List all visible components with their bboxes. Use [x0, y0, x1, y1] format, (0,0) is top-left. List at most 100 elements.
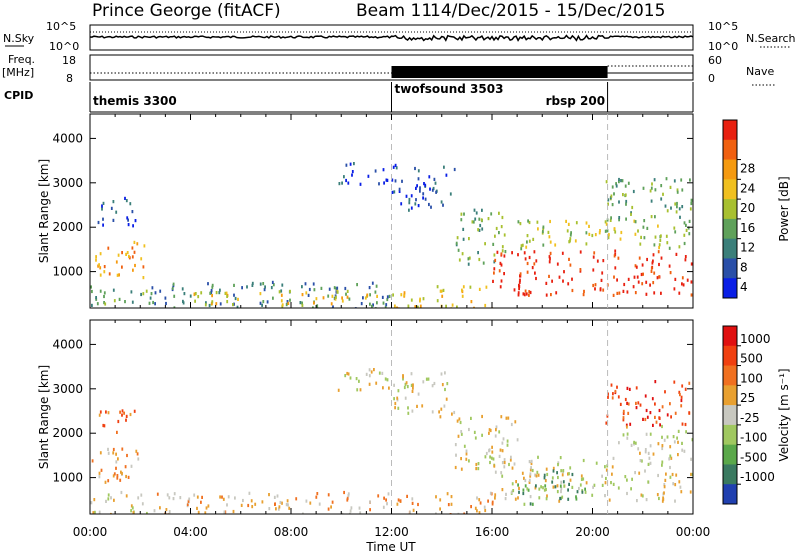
range-gate-cell — [569, 478, 572, 482]
ytick-label: 1000 — [52, 471, 83, 485]
range-gate-cell — [382, 386, 384, 390]
range-gate-cell — [530, 461, 533, 466]
range-gate-cell — [546, 472, 549, 477]
range-gate-cell — [585, 481, 588, 485]
range-gate-cell — [440, 407, 443, 411]
range-gate-cell — [478, 511, 481, 514]
range-gate-cell — [427, 377, 430, 381]
range-gate-cell — [613, 192, 615, 196]
range-gate-cell — [475, 462, 478, 467]
colorbar-tick-label: 4 — [740, 280, 748, 294]
range-gate-cell — [654, 402, 656, 406]
range-gate-cell — [493, 253, 496, 257]
range-gate-cell — [673, 440, 676, 444]
range-gate-cell — [412, 386, 414, 390]
range-gate-cell — [645, 498, 648, 502]
range-gate-cell — [588, 224, 590, 228]
range-gate-cell — [571, 288, 574, 293]
range-gate-cell — [680, 490, 683, 494]
range-gate-cell — [501, 461, 504, 465]
range-gate-cell — [250, 499, 253, 503]
range-gate-cell — [505, 416, 508, 420]
range-gate-cell — [343, 490, 345, 495]
range-gate-cell — [103, 424, 106, 428]
colorbar-tick-label: -100 — [740, 431, 767, 445]
range-gate-cell — [105, 410, 107, 414]
range-gate-cell — [307, 293, 310, 297]
range-gate-cell — [517, 291, 520, 295]
range-gate-cell — [233, 293, 235, 297]
range-gate-cell — [234, 296, 237, 301]
range-gate-cell — [484, 508, 487, 513]
range-gate-cell — [506, 439, 509, 443]
range-gate-cell — [606, 229, 609, 233]
range-gate-cell — [649, 461, 652, 465]
range-gate-cell — [542, 225, 545, 229]
range-gate-cell — [131, 255, 134, 259]
range-gate-cell — [548, 235, 551, 239]
range-gate-cell — [674, 277, 677, 281]
nsky-tick-bottom: 10^0 — [49, 40, 79, 53]
range-gate-cell — [333, 286, 336, 290]
range-gate-cell — [647, 451, 650, 455]
range-gate-cell — [621, 179, 624, 183]
range-gate-cell — [461, 252, 464, 256]
range-gate-cell — [626, 491, 628, 496]
range-gate-cell — [107, 497, 110, 501]
range-gate-cell — [478, 228, 481, 232]
range-gate-cell — [501, 449, 504, 453]
range-gate-cell — [615, 184, 618, 188]
range-gate-cell — [453, 410, 456, 415]
range-gate-cell — [117, 419, 120, 424]
range-gate-cell — [645, 280, 648, 284]
range-gate-cell — [554, 485, 557, 489]
range-gate-cell — [662, 496, 664, 500]
range-gate-cell — [131, 246, 134, 250]
range-gate-cell — [523, 251, 526, 255]
range-gate-cell — [219, 288, 221, 292]
range-gate-cell — [130, 290, 133, 294]
range-gate-cell — [133, 240, 136, 244]
range-gate-cell — [599, 229, 601, 233]
colorbar-swatch — [723, 278, 737, 299]
range-gate-cell — [403, 291, 406, 295]
range-gate-cell — [276, 494, 279, 498]
range-gate-cell — [232, 303, 234, 307]
range-gate-cell — [560, 480, 563, 484]
range-gate-cell — [635, 401, 637, 405]
range-gate-cell — [219, 495, 221, 499]
range-gate-cell — [351, 173, 353, 177]
range-gate-cell — [681, 422, 684, 426]
range-gate-cell — [647, 480, 650, 484]
range-gate-cell — [397, 406, 400, 410]
range-gate-cell — [595, 461, 598, 465]
range-gate-cell — [165, 508, 168, 512]
range-gate-cell — [271, 280, 274, 284]
range-gate-cell — [605, 468, 608, 472]
range-gate-cell — [376, 294, 378, 298]
range-gate-cell — [530, 459, 533, 463]
range-gate-cell — [664, 478, 667, 482]
range-gate-cell — [643, 236, 646, 240]
range-gate-cell — [320, 286, 323, 290]
range-gate-cell — [568, 472, 570, 476]
range-gate-cell — [382, 301, 385, 305]
freq-alternation-block — [391, 66, 608, 78]
range-gate-cell — [644, 450, 647, 454]
range-gate-cell — [508, 462, 510, 467]
range-gate-cell — [454, 443, 457, 447]
range-gate-cell — [681, 188, 684, 192]
range-gate-cell — [371, 281, 374, 285]
range-gate-cell — [412, 508, 415, 512]
range-gate-cell — [602, 259, 605, 263]
range-gate-cell — [125, 252, 127, 256]
range-gate-cell — [601, 271, 604, 275]
range-gate-cell — [97, 220, 100, 225]
range-gate-cell — [641, 263, 644, 267]
range-gate-cell — [499, 448, 502, 452]
range-gate-cell — [677, 453, 679, 457]
range-gate-cell — [405, 381, 408, 385]
range-gate-cell — [382, 168, 385, 172]
range-gate-cell — [394, 401, 397, 406]
range-gate-cell — [207, 504, 210, 508]
